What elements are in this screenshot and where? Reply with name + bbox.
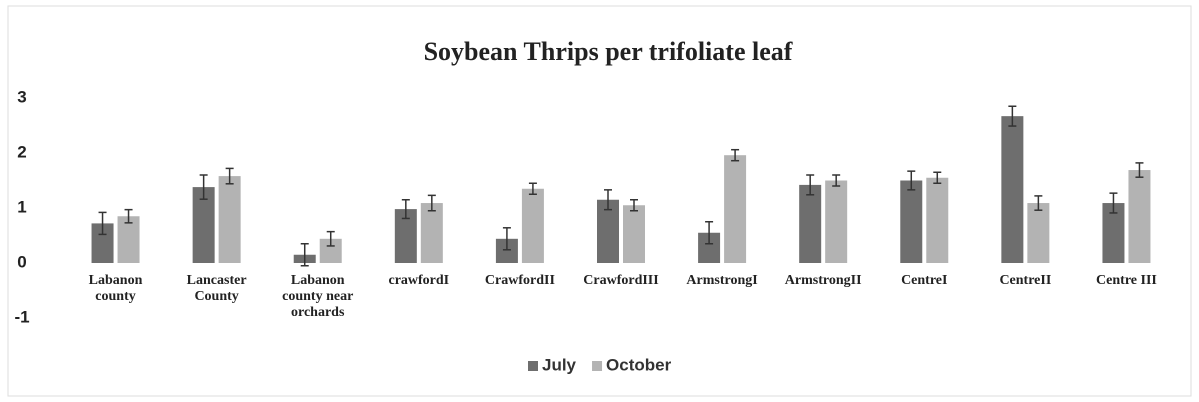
x-tick-label: Lancaster County xyxy=(186,273,247,304)
x-tick-label: CrawfordIII xyxy=(583,273,659,288)
x-tick-label: Labanon county xyxy=(88,273,143,304)
x-tick-label: CrawfordII xyxy=(484,273,555,288)
y-tick-label: 0 xyxy=(17,252,26,271)
y-tick-label: 3 xyxy=(17,87,26,106)
bar xyxy=(1027,203,1050,263)
bar xyxy=(495,238,518,263)
x-tick-label: Centre III xyxy=(1096,273,1157,288)
x-tick-label: ArmstrongII xyxy=(784,273,862,288)
bar xyxy=(1001,116,1024,264)
bar xyxy=(825,180,848,263)
bar xyxy=(420,203,443,263)
bar xyxy=(724,155,747,263)
bar xyxy=(91,223,114,263)
legend-swatch xyxy=(528,361,538,371)
x-tick-label: crawfordI xyxy=(388,273,450,288)
x-tick-label: ArmstrongI xyxy=(686,273,758,288)
x-tick-label: Labanon county near orchards xyxy=(282,273,354,320)
frame xyxy=(7,5,1192,397)
y-tick-label: 2 xyxy=(17,142,26,161)
bar xyxy=(799,184,822,263)
legend-swatch xyxy=(592,361,603,371)
bar xyxy=(1128,170,1151,263)
y-tick-label: 1 xyxy=(17,197,26,216)
y-tick-label: -1 xyxy=(14,307,29,326)
bar xyxy=(900,180,923,263)
chart-title: Soybean Thrips per trifoliate leaf xyxy=(424,37,793,66)
bar xyxy=(698,232,721,263)
bar xyxy=(521,188,544,263)
legend-label: October xyxy=(606,355,672,374)
bar xyxy=(394,209,417,263)
bar xyxy=(926,177,949,263)
legend-label: July xyxy=(542,355,577,374)
x-tick-label: CentreII xyxy=(999,273,1052,288)
bar xyxy=(218,176,241,263)
bar xyxy=(597,199,619,263)
bar xyxy=(1102,203,1125,263)
bar xyxy=(319,238,342,263)
x-tick-label: CentreI xyxy=(901,273,948,288)
bar xyxy=(192,187,215,263)
bar xyxy=(117,216,140,263)
bar xyxy=(623,205,645,263)
